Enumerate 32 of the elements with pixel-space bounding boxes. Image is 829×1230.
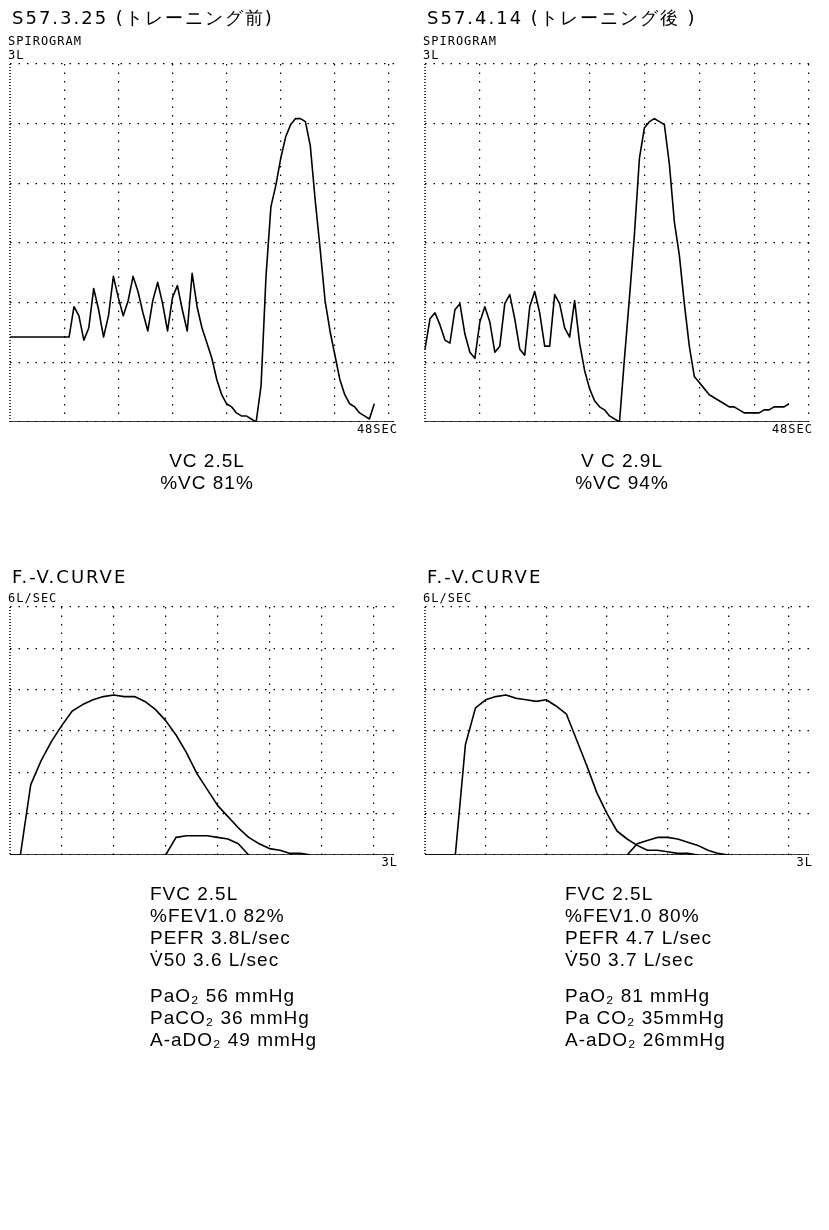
chart-subtitle: SPIROGRAM (423, 34, 499, 48)
text: PaO₂ 56 mmHg (150, 985, 297, 1007)
y-axis-title: 3L (423, 48, 441, 62)
text: PEFR 3.8L/sec (150, 927, 292, 949)
text: A-aDO₂ 49 mmHg (150, 1029, 319, 1051)
text: A-aDO₂ 26mmHg (565, 1029, 727, 1051)
text: PaCO₂ 36 mmHg (150, 1007, 311, 1029)
text: V̇50 3.6 L/sec (150, 949, 281, 971)
text: VC 2.5L (168, 450, 246, 472)
text: FVC 2.5L (565, 883, 655, 905)
y-axis-title: 3L (8, 48, 26, 62)
y-axis-title: 6L/SEC (8, 591, 59, 605)
text: %VC 81% (159, 472, 255, 494)
chart-subtitle: SPIROGRAM (8, 34, 84, 48)
text: FVC 2.5L (150, 883, 240, 905)
chart-title: F.-V.CURVE (427, 566, 544, 587)
text: Pa CO₂ 35mmHg (565, 1007, 726, 1029)
x-axis-title: 48SEC (770, 422, 813, 436)
text: %FEV1.0 82% (150, 905, 286, 927)
text: PEFR 4.7 L/sec (565, 927, 714, 949)
text: V C 2.9L (580, 450, 664, 472)
text: %FEV1.0 80% (565, 905, 701, 927)
chart-title: S57.3.25 (トレーニング前) (12, 6, 275, 30)
text: %VC 94% (574, 472, 670, 494)
x-axis-title: 3L (380, 855, 398, 869)
x-axis-title: 48SEC (355, 422, 398, 436)
chart-title: S57.4.14 (トレーニング後 ) (427, 6, 698, 30)
y-axis-title: 6L/SEC (423, 591, 474, 605)
chart-title: F.-V.CURVE (12, 566, 129, 587)
text: V̇50 3.7 L/sec (565, 949, 696, 971)
x-axis-title: 3L (795, 855, 813, 869)
text: PaO₂ 81 mmHg (565, 985, 712, 1007)
